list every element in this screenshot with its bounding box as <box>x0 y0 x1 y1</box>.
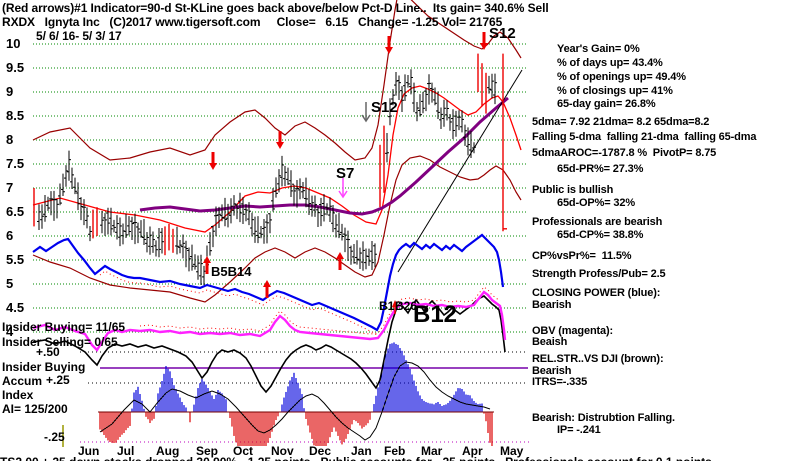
stat-line: Public is bullish <box>532 184 614 196</box>
stat-line: Bearish <box>532 365 572 377</box>
ma65-line <box>139 96 509 216</box>
stat-line: ITRS=-.335 <box>532 376 588 388</box>
stat-line: CP%vsPr%= 11.5% <box>532 250 632 262</box>
open-arrow-icon <box>361 114 371 123</box>
lower-band-line <box>32 155 522 303</box>
price-tick-label: 7 <box>6 180 14 195</box>
stat-line: CLOSING POWER (blue): <box>532 287 661 299</box>
x-axis-month-label: Aug <box>156 444 180 458</box>
upper-band-line <box>32 0 522 161</box>
stat-line: REL.STR..VS DJI (brown): <box>532 353 664 365</box>
signal-label: B1 <box>379 299 395 313</box>
ma21-line <box>32 85 522 233</box>
sell-arrow-icon <box>209 163 217 170</box>
x-axis-month-label: Sep <box>196 444 219 458</box>
obv-black-line <box>32 295 506 394</box>
x-axis-month-label: Oct <box>233 444 254 458</box>
stat-line: IP= -.241 <box>557 424 601 436</box>
price-tick-label: 5 <box>6 276 14 291</box>
date-range: 5/ 6/ 16- 5/ 3/ 17 <box>36 29 122 43</box>
accum-ma-line <box>99 361 491 441</box>
price-tick-label: 4.5 <box>6 300 25 315</box>
signal-label: S12 <box>489 25 516 42</box>
open-arrow-icon <box>338 190 348 199</box>
buy-arrow-icon <box>263 280 271 287</box>
clipped-footer-text: TS2.00 +.25 down stocks dropped 30.90% -… <box>0 455 712 461</box>
stat-line: % of closings up= 41% <box>557 85 673 97</box>
x-axis-month-label: Dec <box>309 444 332 458</box>
stat-line: 65d-PR%= 27.3% <box>557 163 644 175</box>
sell-arrow-icon <box>480 43 488 50</box>
signal-label: S7 <box>336 165 354 182</box>
cp-dotted-shadow <box>99 270 378 336</box>
buy-arrow-icon <box>203 256 211 263</box>
insider-selling-ratio: Insider Selling= 0/65 <box>2 335 118 349</box>
obv-line <box>32 290 507 352</box>
x-axis-month-label: Mar <box>421 444 443 458</box>
price-tick-label: 8 <box>6 132 14 147</box>
accum-label: Accum <box>2 374 43 388</box>
x-axis-month-label: Jul <box>117 444 135 458</box>
ticker-summary-line: RXDX Ignyta Inc (C)2017 www.tigersoft.co… <box>2 15 503 29</box>
sell-arrow-icon <box>276 142 284 149</box>
stat-line: Professionals are bearish <box>532 216 663 228</box>
index-label: Index <box>2 388 34 402</box>
x-axis-month-label: May <box>500 444 524 458</box>
signal-label: B5B14 <box>211 264 252 279</box>
x-axis-month-label: Feb <box>384 444 406 458</box>
stat-line: Bearish: Distrubtion Falling. <box>532 412 675 424</box>
sell-arrow-icon <box>385 47 393 54</box>
price-tick-label: 5.5 <box>6 252 25 267</box>
x-axis-month-label: Nov <box>271 444 294 458</box>
price-tick-label: 7.5 <box>6 156 25 171</box>
stat-line: Strength Profess/Pub= 2.5 <box>532 268 666 280</box>
stat-line: 5dmaAROC=-1787.8 % PivotP= 8.75 <box>532 147 717 159</box>
stat-line: % of days up= 43.4% <box>557 57 663 69</box>
price-tick-label: 6 <box>6 228 14 243</box>
insider-buying-ratio: Insider Buying= 11/65 <box>2 320 126 334</box>
stat-line: 65d-CP%= 38.8% <box>557 229 644 241</box>
stat-line: OBV (magenta): <box>532 325 614 337</box>
buy-arrow-icon <box>392 300 398 307</box>
stat-line: Beaish <box>532 336 568 348</box>
x-axis-month-label: Jun <box>78 444 100 458</box>
price-tick-label: 9.5 <box>6 60 25 75</box>
level-minus-25: -.25 <box>44 430 65 444</box>
indicator-description: (Red arrows)#1 Indicator=90-d St-KLine g… <box>2 1 549 15</box>
buy-arrow-icon <box>336 252 344 259</box>
price-tick-label: 6.5 <box>6 204 25 219</box>
stat-line: Falling 5-dma falling 21-dma falling 65-… <box>532 131 757 143</box>
stat-line: 65d-OP%= 32% <box>557 197 635 209</box>
price-tick-label: 8.5 <box>6 108 25 123</box>
stat-line: 65-day gain= 26.8% <box>557 98 656 110</box>
price-tick-label: 9 <box>6 84 14 99</box>
x-axis-month-label: Apr <box>462 444 483 458</box>
level-plus-25: +.25 <box>46 373 70 387</box>
signal-label: B12 <box>413 301 457 328</box>
signal-label: B26 <box>395 299 417 313</box>
signal-label: S12 <box>371 99 398 116</box>
level-plus-50: +.50 <box>36 345 60 359</box>
trendline <box>397 69 523 273</box>
ai-value: AI= 125/200 <box>2 402 68 416</box>
obv-dotted-shadow <box>139 286 501 335</box>
price-tick-label: 10 <box>6 36 21 51</box>
x-axis-month-label: Jan <box>351 444 372 458</box>
insider-buying-label: Insider Buying <box>2 360 86 374</box>
stat-line: Year's Gain= 0% <box>557 43 640 55</box>
stat-line: 5dma= 7.92 21dma= 8.2 65dma=8.2 <box>532 116 710 128</box>
price-tick-label: 4 <box>6 324 14 339</box>
stat-line: Bearish <box>532 299 572 311</box>
closing-power-line <box>32 233 505 332</box>
stat-line: % of openings up= 49.4% <box>557 71 686 83</box>
